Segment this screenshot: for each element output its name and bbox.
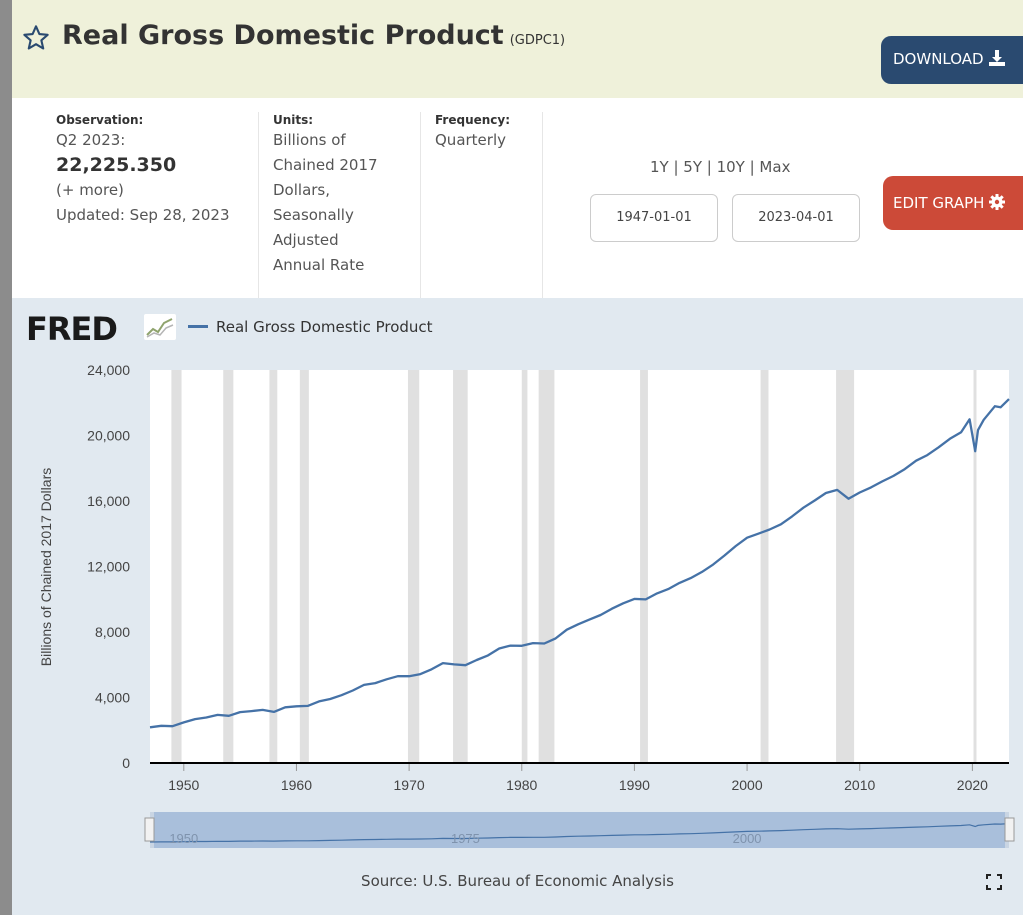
navigator-label: 1975 (451, 831, 480, 846)
x-tick-label: 1950 (168, 777, 199, 793)
fred-logo-chart-icon (144, 314, 176, 340)
y-tick-label: 16,000 (87, 493, 130, 509)
gear-icon (989, 194, 1006, 210)
recession-band (836, 370, 855, 763)
y-tick-label: 20,000 (87, 428, 130, 444)
recession-band (640, 370, 648, 763)
plot-background (150, 370, 1009, 763)
recession-band (269, 370, 278, 763)
y-tick-label: 12,000 (87, 559, 130, 575)
recession-band (973, 370, 977, 763)
series-line (149, 398, 1010, 729)
series-meta: Observation: Q2 2023: 22,225.350 (+ more… (12, 98, 1023, 298)
units-line: Seasonally (273, 206, 354, 224)
observation-value: 22,225.350 (56, 154, 177, 176)
recession-band (760, 370, 769, 763)
units-line: Billions of (273, 131, 346, 149)
recession-band (521, 370, 528, 763)
x-tick-label: 2010 (844, 777, 875, 793)
recession-band (171, 370, 182, 763)
divider (258, 112, 259, 298)
y-tick-label: 4,000 (95, 690, 130, 706)
y-axis-label: Billions of Chained 2017 Dollars (38, 468, 54, 666)
units-line: Annual Rate (273, 256, 365, 274)
units-line: Adjusted (273, 231, 339, 249)
x-axis-ticks: 1950 1960 1970 1980 1990 2000 2010 2020 (168, 763, 988, 793)
edit-graph-label: EDIT GRAPH (893, 194, 985, 212)
x-tick-label: 2020 (957, 777, 988, 793)
chart-area: 0 4,000 8,000 12,000 16,000 20,000 24,000 1950… (12, 298, 1023, 915)
chart-canvas: 0 4,000 8,000 12,000 16,000 20,000 24,000 1950… (38, 362, 1015, 848)
navigator-label: 2000 (733, 831, 762, 846)
x-tick-label: 2000 (731, 777, 762, 793)
units-line: Chained 2017 (273, 156, 378, 174)
series-id: (GDPC1) (509, 33, 566, 48)
fullscreen-icon[interactable] (986, 874, 1002, 890)
page: Real Gross Domestic Product (GDPC1) DOWNL… (12, 0, 1023, 915)
recession-band (538, 370, 555, 763)
navigator-window[interactable] (154, 812, 1005, 848)
recession-band (407, 370, 420, 763)
series-title: Real Gross Domestic Product (62, 20, 504, 51)
range-links[interactable]: 1Y | 5Y | 10Y | Max (650, 158, 791, 176)
recession-bands (171, 370, 977, 763)
observation-label: Observation: (56, 113, 144, 127)
title-bar: Real Gross Domestic Product (GDPC1) DOWNL… (12, 0, 1023, 98)
chart-legend: Real Gross Domestic Product (188, 318, 433, 336)
star-icon[interactable] (22, 24, 50, 52)
fred-logo: FRED (26, 310, 118, 348)
download-label: DOWNLOAD (893, 50, 984, 68)
x-tick-label: 1960 (281, 777, 312, 793)
units-column: Units: Billions of Chained 2017 Dollars,… (273, 112, 378, 278)
y-tick-label: 24,000 (87, 362, 130, 378)
navigator-label: 1950 (169, 831, 198, 846)
divider (420, 112, 421, 298)
recession-band (223, 370, 234, 763)
download-icon (988, 50, 1005, 66)
x-tick-label: 1990 (619, 777, 650, 793)
frequency-label: Frequency: (435, 113, 511, 127)
y-axis-ticks: 0 4,000 8,000 12,000 16,000 20,000 24,000 (87, 362, 130, 771)
source-note: Source: U.S. Bureau of Economic Analysis (361, 872, 674, 890)
download-button[interactable]: DOWNLOAD (881, 36, 1023, 84)
y-tick-label: 8,000 (95, 624, 130, 640)
observation-column: Observation: Q2 2023: 22,225.350 (+ more… (56, 112, 230, 228)
frequency-column: Frequency: Quarterly (435, 112, 510, 153)
end-date-input[interactable]: 2023-04-01 (732, 194, 860, 242)
more-link[interactable]: (+ more) (56, 181, 124, 199)
navigator-handle-left[interactable] (144, 817, 155, 842)
edit-graph-button[interactable]: EDIT GRAPH (883, 176, 1023, 230)
legend-label: Real Gross Domestic Product (216, 318, 433, 336)
units-line: Dollars, (273, 181, 331, 199)
navigator-series (149, 823, 1010, 843)
observation-period: Q2 2023: (56, 131, 126, 149)
start-date-input[interactable]: 1947-01-01 (590, 194, 718, 242)
recession-band (453, 370, 468, 763)
frequency-value: Quarterly (435, 131, 506, 149)
updated-date: Updated: Sep 28, 2023 (56, 206, 230, 224)
navigator-handle-right[interactable] (1004, 817, 1015, 842)
legend-swatch (188, 325, 208, 328)
navigator-labels: 1950 1975 2000 (169, 831, 761, 846)
y-tick-label: 0 (122, 755, 130, 771)
x-tick-label: 1980 (506, 777, 537, 793)
units-label: Units: (273, 113, 314, 127)
x-tick-label: 1970 (394, 777, 425, 793)
navigator[interactable]: 1950 1975 2000 (144, 812, 1015, 848)
recession-band (299, 370, 309, 763)
page-title: Real Gross Domestic Product (GDPC1) (62, 20, 565, 51)
divider (542, 112, 543, 298)
